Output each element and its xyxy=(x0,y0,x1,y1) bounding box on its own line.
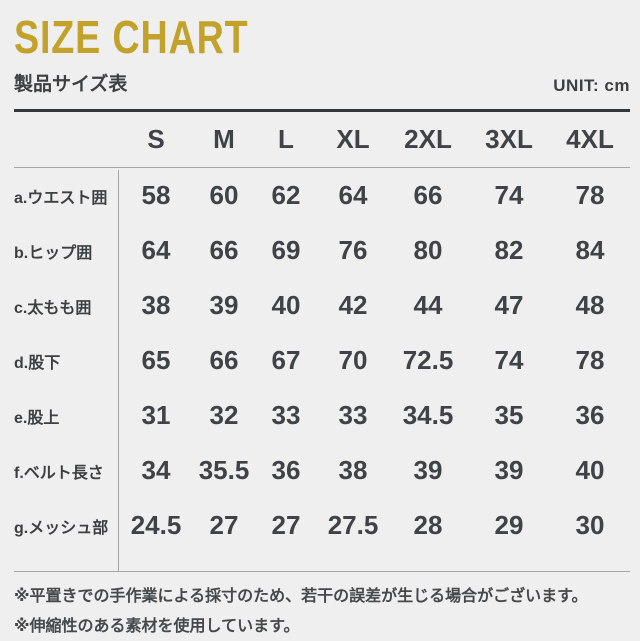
unit-label: UNIT: cm xyxy=(553,76,630,95)
size-value-cell: 60 xyxy=(209,180,239,210)
size-value-cell: 42 xyxy=(338,290,368,320)
size-value-cell: 40 xyxy=(575,455,605,485)
size-value-cell: 40 xyxy=(271,290,301,320)
size-value-cell: 36 xyxy=(575,400,605,430)
size-column-header-m: M xyxy=(213,124,235,154)
row-label: f.ベルト長さ xyxy=(14,464,104,482)
size-value-cell: 38 xyxy=(141,290,171,320)
size-value-cell: 62 xyxy=(271,180,301,210)
size-value-cell: 38 xyxy=(338,455,368,485)
size-value-cell: 74 xyxy=(494,180,524,210)
note-line: ※平置きでの手作業による採寸のため、若干の誤差が生じる場合がございます。 xyxy=(14,588,588,605)
table-row-waist: a.ウエスト囲 58 60 62 64 66 74 78 xyxy=(14,168,630,223)
footnotes: ※平置きでの手作業による採寸のため、若干の誤差が生じる場合がございます。 ※伸縮… xyxy=(14,582,630,641)
size-value-cell: 72.5 xyxy=(402,345,454,375)
size-value-cell: 65 xyxy=(141,345,171,375)
size-value-cell: 27 xyxy=(209,510,239,540)
table-row-belt-length: f.ベルト長さ 34 35.5 36 38 39 39 40 xyxy=(14,443,630,498)
size-chart-table: S M L XL 2XL 3XL 4XL a.ウエスト囲 58 60 62 64… xyxy=(14,109,630,572)
size-value-cell: 58 xyxy=(141,180,171,210)
table-row-rise: e.股上 31 32 33 33 34.5 35 36 xyxy=(14,388,630,443)
size-value-cell: 78 xyxy=(575,180,605,210)
size-value-cell: 84 xyxy=(575,235,605,265)
sub-header: 製品サイズ表 UNIT: cm xyxy=(14,69,630,96)
size-column-header-xl: XL xyxy=(336,124,370,154)
size-value-cell: 34.5 xyxy=(402,400,454,430)
size-value-cell: 24.5 xyxy=(130,510,182,540)
size-column-header-3xl: 3XL xyxy=(485,124,533,154)
table-row-hip: b.ヒップ囲 64 66 69 76 80 82 84 xyxy=(14,223,630,278)
size-value-cell: 34 xyxy=(141,455,171,485)
note-line: ※伸縮性のある素材を使用しています。 xyxy=(14,617,300,635)
size-value-cell: 27.5 xyxy=(327,510,379,540)
row-label: d.股下 xyxy=(14,354,61,372)
size-value-cell: 70 xyxy=(338,345,368,375)
size-column-header-s: S xyxy=(147,124,165,154)
size-value-cell: 29 xyxy=(494,510,524,540)
size-value-cell: 31 xyxy=(141,400,171,430)
size-value-cell: 39 xyxy=(413,455,443,485)
size-value-cell: 74 xyxy=(494,345,524,375)
size-value-cell: 66 xyxy=(209,235,239,265)
size-column-header-l: L xyxy=(278,124,294,154)
size-value-cell: 78 xyxy=(575,345,605,375)
size-value-cell: 28 xyxy=(413,510,443,540)
size-value-cell: 80 xyxy=(413,235,443,265)
size-value-cell: 47 xyxy=(494,290,524,320)
size-value-cell: 27 xyxy=(271,510,301,540)
size-value-cell: 36 xyxy=(271,455,301,485)
row-label: a.ウエスト囲 xyxy=(14,189,108,207)
row-label: c.太もも囲 xyxy=(14,299,92,317)
size-value-cell: 44 xyxy=(413,290,443,320)
size-value-cell: 82 xyxy=(494,235,524,265)
size-value-cell: 67 xyxy=(271,345,301,375)
row-label: b.ヒップ囲 xyxy=(14,244,93,262)
size-value-cell: 64 xyxy=(338,180,368,210)
size-value-cell: 35 xyxy=(494,400,524,430)
table-row-mesh: g.メッシュ部 24.5 27 27 27.5 28 29 30 xyxy=(14,498,630,553)
column-divider xyxy=(118,170,119,571)
size-value-cell: 66 xyxy=(413,180,443,210)
size-column-header-4xl: 4XL xyxy=(566,124,614,154)
size-value-cell: 69 xyxy=(271,235,301,265)
size-value-cell: 64 xyxy=(141,235,171,265)
size-value-cell: 39 xyxy=(209,290,239,320)
size-value-cell: 48 xyxy=(575,290,605,320)
size-value-cell: 66 xyxy=(209,345,239,375)
size-value-cell: 39 xyxy=(494,455,524,485)
size-column-header-2xl: 2XL xyxy=(404,124,452,154)
row-label: g.メッシュ部 xyxy=(14,519,109,537)
size-value-cell: 76 xyxy=(338,235,368,265)
size-value-cell: 30 xyxy=(575,510,605,540)
page-title: SIZE CHART xyxy=(14,11,249,63)
row-label: e.股上 xyxy=(14,409,60,427)
page-subtitle: 製品サイズ表 xyxy=(14,74,128,95)
size-value-cell: 33 xyxy=(338,400,368,430)
size-header-row: S M L XL 2XL 3XL 4XL xyxy=(14,112,630,168)
table-row-thigh: c.太もも囲 38 39 40 42 44 47 48 xyxy=(14,278,630,333)
size-value-cell: 35.5 xyxy=(198,455,250,485)
size-value-cell: 32 xyxy=(209,400,239,430)
table-row-inseam: d.股下 65 66 67 70 72.5 74 78 xyxy=(14,333,630,388)
size-value-cell: 33 xyxy=(271,400,301,430)
